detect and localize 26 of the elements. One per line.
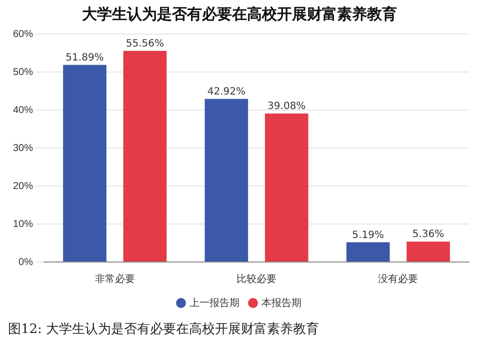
y-tick-label: 50% — [13, 66, 34, 78]
y-tick-label: 60% — [13, 28, 34, 40]
x-tick-label: 没有必要 — [378, 272, 418, 285]
bar — [346, 242, 390, 262]
data-label: 5.19% — [352, 230, 384, 241]
data-label: 5.36% — [412, 229, 444, 240]
y-tick-label: 10% — [13, 218, 34, 230]
legend-label: 上一报告期 — [190, 296, 240, 309]
data-label: 51.89% — [66, 52, 104, 64]
bar — [406, 242, 450, 262]
caption: 图12: 大学生认为是否有必要在高校开展财富素养教育 — [7, 320, 320, 339]
chart-title: 大学生认为是否有必要在高校开展财富素养教育 — [82, 5, 397, 24]
y-tick-label: 20% — [13, 180, 34, 192]
bar — [204, 98, 248, 262]
bar — [63, 64, 106, 262]
bar — [123, 50, 167, 262]
data-label: 42.92% — [207, 86, 246, 98]
x-tick-label: 比较必要 — [236, 272, 277, 285]
bar — [264, 113, 308, 262]
data-label: 55.56% — [126, 38, 164, 50]
x-tick-label: 非常必要 — [94, 272, 135, 285]
y-tick-label: 0% — [18, 256, 34, 268]
y-tick-label: 40% — [13, 104, 34, 116]
legend-label: 本报告期 — [262, 296, 302, 309]
data-label: 39.08% — [268, 101, 306, 112]
y-tick-label: 30% — [13, 142, 34, 154]
